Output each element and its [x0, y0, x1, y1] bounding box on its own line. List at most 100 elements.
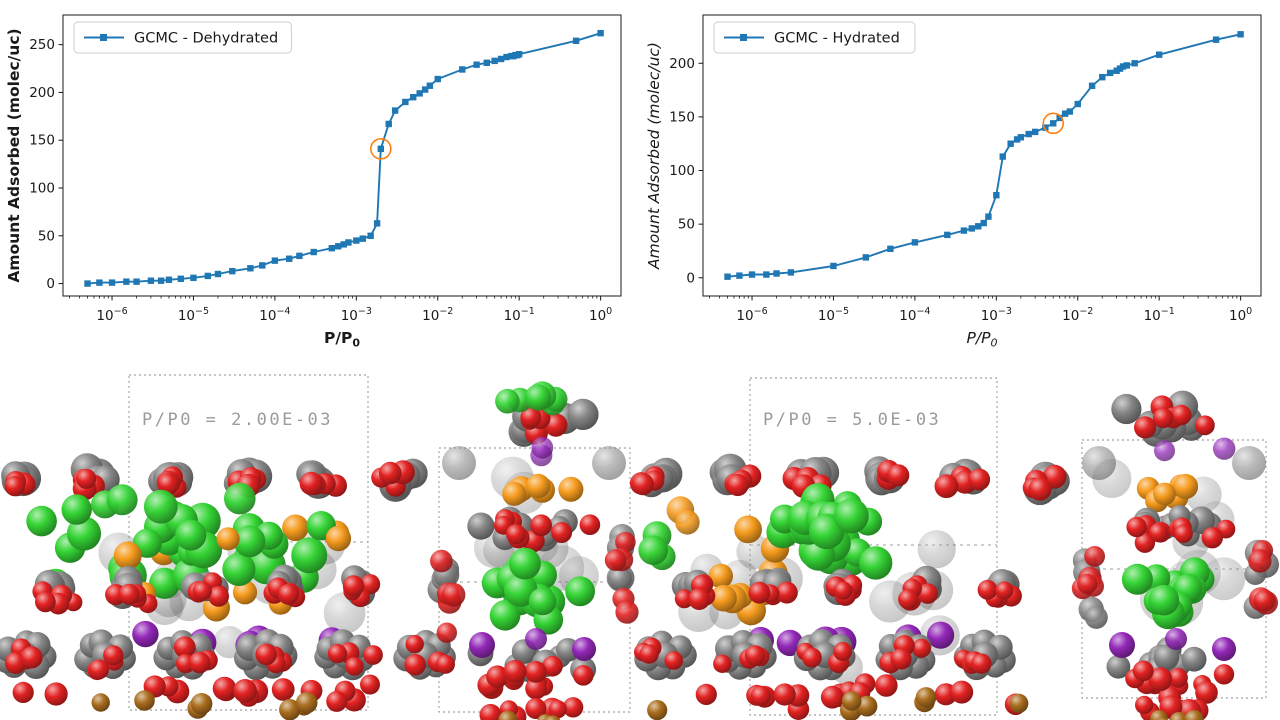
- data-point-marker: [459, 66, 466, 73]
- atom-sphere: [299, 471, 323, 496]
- atom-sphere: [143, 489, 178, 524]
- atom-sphere: [608, 566, 632, 591]
- atom-sphere: [66, 516, 102, 551]
- atom-sphere: [489, 600, 521, 631]
- data-point-marker: [1119, 63, 1127, 70]
- atom-sphere: [1157, 717, 1169, 720]
- atom-sphere: [1248, 549, 1272, 573]
- atom-sphere: [103, 645, 124, 666]
- data-point-marker: [597, 29, 604, 37]
- atom-sphere: [175, 519, 207, 551]
- atom-sphere: [934, 474, 959, 499]
- atom-sphere: [295, 692, 318, 714]
- y-axis-label: Amount Adsorbed (molec/uc): [5, 28, 23, 282]
- data-point-marker: [385, 120, 392, 128]
- atom-sphere: [1212, 637, 1236, 661]
- data-point-marker: [177, 275, 185, 282]
- atom-sphere: [887, 464, 910, 487]
- atom-sphere: [856, 695, 878, 717]
- data-point-marker: [497, 55, 505, 63]
- atom-sphere: [342, 575, 365, 597]
- data-point-marker: [353, 237, 360, 244]
- data-point-marker: [1042, 124, 1049, 131]
- atom-sphere: [1134, 532, 1156, 553]
- atom-sphere: [531, 436, 554, 459]
- data-point-marker: [367, 232, 374, 239]
- atom-sphere: [91, 693, 110, 712]
- data-point-marker: [373, 220, 381, 227]
- atom-sphere: [748, 581, 771, 604]
- atom-sphere: [890, 648, 912, 670]
- x-tick-label: 10−4: [259, 306, 290, 324]
- data-point-marker: [1113, 67, 1120, 74]
- data-point-marker: [491, 57, 498, 65]
- data-point-marker: [975, 223, 982, 230]
- atom-sphere: [688, 588, 711, 610]
- y-tick-label: 150: [669, 109, 695, 125]
- atom-sphere: [869, 580, 912, 623]
- x-tick-label: 10−2: [422, 306, 453, 324]
- x-tick-label: 10−1: [504, 306, 535, 324]
- atom-sphere: [525, 698, 547, 719]
- atom-sphere: [638, 535, 668, 565]
- data-point-marker: [1050, 120, 1057, 127]
- atom-sphere: [524, 660, 547, 683]
- x-tick-label: 10−6: [736, 306, 767, 324]
- y-tick-label: 50: [38, 228, 55, 244]
- legend: GCMC - Dehydrated: [73, 21, 292, 54]
- atom-sphere: [1153, 482, 1176, 506]
- atom-sphere: [1171, 404, 1192, 426]
- data-point-marker: [416, 90, 423, 97]
- legend-box: [713, 21, 916, 54]
- data-point-marker: [999, 153, 1006, 160]
- atom-sphere: [1084, 605, 1108, 629]
- y-tick-label: 150: [29, 133, 55, 149]
- atom-sphere: [479, 703, 502, 720]
- data-point-marker: [724, 273, 731, 280]
- atom-sphere: [35, 591, 56, 613]
- molecule-hydrated-front: [1071, 390, 1279, 720]
- data-point-marker: [165, 276, 173, 283]
- highlighted-point-circle: [370, 138, 392, 160]
- data-point-marker: [328, 245, 336, 252]
- atom-sphere: [530, 514, 552, 537]
- data-point-marker: [108, 279, 116, 286]
- data-point-marker: [515, 50, 523, 58]
- atom-sphere: [977, 579, 998, 600]
- molecule-dehydrated-side: [0, 453, 456, 720]
- atom-sphere: [917, 530, 956, 569]
- atom-sphere: [188, 651, 211, 674]
- y-tick-label: 100: [29, 180, 55, 196]
- atom-sphere: [604, 549, 627, 571]
- data-point-marker: [483, 59, 490, 66]
- data-point-marker: [748, 271, 756, 278]
- atom-sphere: [551, 522, 573, 543]
- x-tick-label: 10−4: [899, 306, 930, 324]
- y-tick-label: 200: [669, 56, 695, 72]
- legend-marker-sample: [100, 34, 107, 41]
- atom-sphere: [173, 636, 196, 659]
- atom-sphere: [1213, 437, 1236, 460]
- data-point-marker: [345, 239, 352, 246]
- atom-sphere: [26, 505, 57, 537]
- data-point-marker: [944, 231, 951, 239]
- atom-sphere: [520, 406, 542, 428]
- data-point-marker: [911, 239, 919, 246]
- atom-sphere: [776, 629, 804, 657]
- atom-sphere: [1172, 473, 1199, 500]
- atom-sphere: [255, 643, 277, 666]
- atom-sphere: [615, 600, 639, 624]
- molecular-renderings: [0, 374, 1279, 720]
- atom-sphere: [326, 690, 348, 712]
- y-tick-label: 0: [686, 270, 695, 286]
- atom-sphere: [430, 549, 453, 573]
- atom-sphere: [467, 512, 495, 540]
- atom-sphere: [363, 645, 383, 665]
- data-point-marker: [960, 227, 968, 234]
- atom-sphere: [572, 637, 596, 661]
- atom-sphere: [149, 567, 181, 599]
- data-point-marker: [286, 255, 293, 262]
- atom-sphere: [232, 580, 258, 605]
- atom-sphere: [436, 654, 455, 674]
- atom-sphere: [495, 388, 520, 414]
